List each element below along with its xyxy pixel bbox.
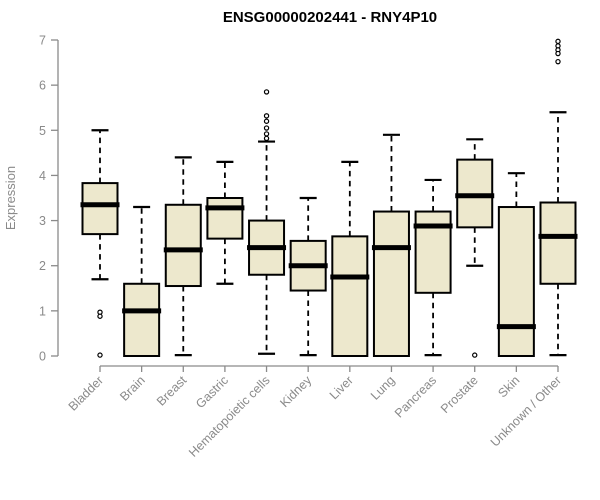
x-tick-label: Liver bbox=[327, 373, 356, 402]
box-brain bbox=[122, 205, 162, 357]
box-gastric bbox=[205, 160, 245, 285]
outlier-point bbox=[263, 89, 270, 95]
y-tick-label: 3 bbox=[39, 214, 46, 228]
outlier-point bbox=[555, 38, 561, 45]
x-tick-label: Brain bbox=[117, 373, 148, 404]
x-tick-label: Skin bbox=[495, 373, 522, 400]
y-axis-label: Expression bbox=[3, 166, 18, 230]
box-skin bbox=[496, 172, 536, 357]
outlier-point bbox=[472, 352, 478, 358]
y-tick-label: 2 bbox=[39, 259, 46, 273]
outlier-point bbox=[263, 131, 270, 137]
box-liver bbox=[330, 160, 370, 357]
x-tick-label: Unknown / Other bbox=[488, 373, 564, 449]
box-pancreas bbox=[413, 178, 453, 357]
box-rect bbox=[206, 197, 244, 240]
outlier-point bbox=[263, 118, 270, 124]
outlier-point bbox=[97, 352, 103, 358]
y-tick-label: 0 bbox=[39, 350, 46, 364]
outlier-point bbox=[555, 58, 561, 65]
box-rect bbox=[81, 182, 119, 236]
box-rect bbox=[164, 203, 202, 288]
box-unknown-other bbox=[538, 38, 578, 357]
outlier-point bbox=[555, 50, 561, 57]
y-tick-label: 5 bbox=[39, 124, 46, 138]
box-bladder bbox=[80, 129, 120, 358]
outlier-point bbox=[263, 113, 270, 119]
box-rect bbox=[539, 201, 577, 285]
chart-title: ENSG00000202441 - RNY4P10 bbox=[223, 9, 437, 26]
x-tick-label: Kidney bbox=[277, 373, 314, 410]
x-tick-label: Breast bbox=[154, 373, 190, 409]
box-rect bbox=[331, 235, 369, 357]
y-tick-label: 4 bbox=[39, 169, 46, 183]
box-rect bbox=[497, 206, 535, 357]
box-prostate bbox=[455, 138, 495, 358]
x-tick-label: Bladder bbox=[66, 373, 106, 413]
x-tick-label: Pancreas bbox=[392, 373, 439, 420]
outlier-point bbox=[263, 125, 270, 131]
plot-area: 0 1 2 3 4 5 6 7 Bladder Brain Breast GastricHematop… bbox=[39, 34, 578, 460]
box-breast bbox=[163, 156, 203, 357]
box-kidney bbox=[288, 196, 328, 357]
box-rect bbox=[123, 282, 161, 357]
box-rect bbox=[372, 210, 410, 357]
x-tick-label: Lung bbox=[368, 373, 398, 403]
y-tick-label: 7 bbox=[39, 34, 46, 48]
box-lung bbox=[371, 133, 411, 357]
x-tick-label: Prostate bbox=[438, 373, 481, 416]
y-tick-label: 6 bbox=[39, 79, 46, 93]
y-tick-label: 1 bbox=[39, 304, 46, 318]
x-tick-label: Hematopoietic cells bbox=[186, 373, 273, 460]
box-hematopoietic-cells bbox=[247, 89, 287, 355]
outlier-point bbox=[97, 313, 103, 319]
outlier-point bbox=[263, 135, 270, 142]
x-tick-label: Gastric bbox=[193, 373, 231, 411]
